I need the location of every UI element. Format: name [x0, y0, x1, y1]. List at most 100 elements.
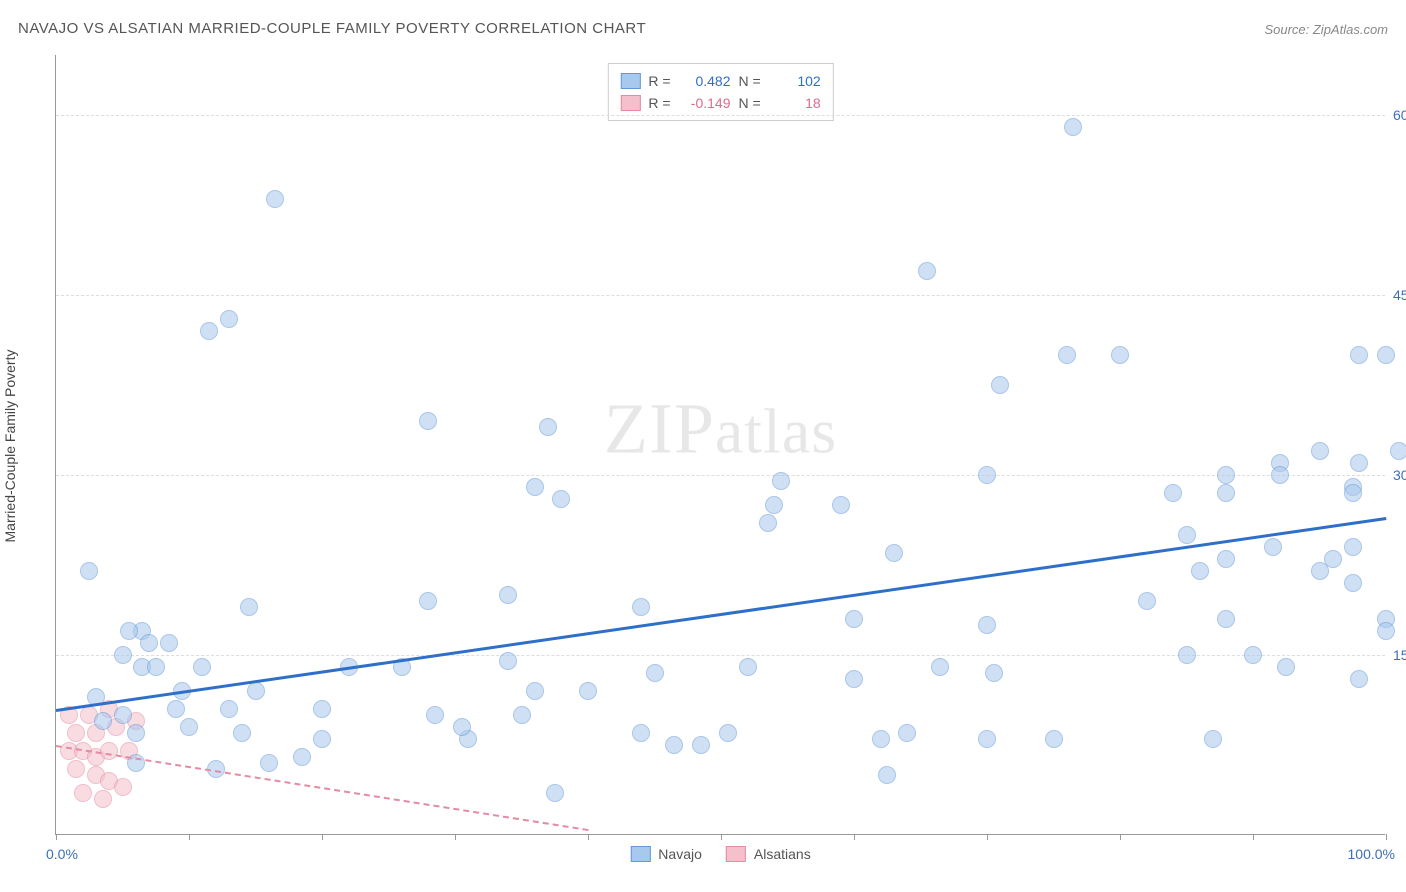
scatter-point — [526, 682, 544, 700]
legend-label-navajo: Navajo — [658, 846, 702, 862]
x-tick — [1120, 834, 1121, 840]
scatter-point — [67, 724, 85, 742]
scatter-point — [898, 724, 916, 742]
y-tick-label: 60.0% — [1393, 107, 1406, 123]
scatter-point — [74, 784, 92, 802]
r-label: R = — [648, 92, 670, 114]
n-value-alsatians: 18 — [769, 92, 821, 114]
scatter-point — [759, 514, 777, 532]
scatter-point — [1217, 610, 1235, 628]
scatter-point — [546, 784, 564, 802]
trend-line — [56, 745, 588, 831]
scatter-point — [1244, 646, 1262, 664]
scatter-point — [878, 766, 896, 784]
scatter-point — [1377, 622, 1395, 640]
x-tick — [322, 834, 323, 840]
scatter-point — [1178, 526, 1196, 544]
y-axis-label: Married-Couple Family Poverty — [2, 350, 18, 543]
scatter-point — [240, 598, 258, 616]
x-axis-max-label: 100.0% — [1348, 846, 1395, 862]
scatter-point — [1350, 454, 1368, 472]
legend-item-alsatians: Alsatians — [726, 846, 811, 862]
scatter-point — [991, 376, 1009, 394]
scatter-point — [94, 712, 112, 730]
x-tick — [987, 834, 988, 840]
scatter-point — [120, 622, 138, 640]
scatter-point — [94, 790, 112, 808]
scatter-point — [579, 682, 597, 700]
scatter-point — [1390, 442, 1406, 460]
scatter-point — [632, 724, 650, 742]
scatter-point — [885, 544, 903, 562]
scatter-point — [247, 682, 265, 700]
scatter-point — [1191, 562, 1209, 580]
scatter-point — [453, 718, 471, 736]
scatter-point — [526, 478, 544, 496]
x-tick — [1386, 834, 1387, 840]
scatter-point — [293, 748, 311, 766]
scatter-point — [233, 724, 251, 742]
scatter-point — [313, 730, 331, 748]
scatter-point — [719, 724, 737, 742]
x-tick — [1253, 834, 1254, 840]
r-value-alsatians: -0.149 — [679, 92, 731, 114]
scatter-point — [1058, 346, 1076, 364]
scatter-point — [1164, 484, 1182, 502]
y-tick-label: 30.0% — [1393, 467, 1406, 483]
scatter-point — [978, 466, 996, 484]
scatter-point — [220, 310, 238, 328]
scatter-point — [260, 754, 278, 772]
n-label: N = — [739, 92, 761, 114]
scatter-point — [114, 778, 132, 796]
scatter-point — [426, 706, 444, 724]
scatter-point — [499, 652, 517, 670]
r-value-navajo: 0.482 — [679, 70, 731, 92]
scatter-point — [147, 658, 165, 676]
scatter-point — [114, 706, 132, 724]
legend-swatch-alsatians — [726, 846, 746, 862]
n-value-navajo: 102 — [769, 70, 821, 92]
plot-area: ZIPatlas R = 0.482 N = 102 R = -0.149 N … — [55, 55, 1385, 835]
scatter-point — [692, 736, 710, 754]
watermark-atlas: atlas — [715, 395, 837, 466]
scatter-point — [739, 658, 757, 676]
scatter-point — [1344, 574, 1362, 592]
scatter-point — [100, 742, 118, 760]
x-tick — [854, 834, 855, 840]
source-attribution: Source: ZipAtlas.com — [1264, 22, 1388, 37]
scatter-point — [1350, 346, 1368, 364]
y-tick-label: 45.0% — [1393, 287, 1406, 303]
scatter-point — [1138, 592, 1156, 610]
x-tick — [189, 834, 190, 840]
scatter-point — [499, 586, 517, 604]
scatter-point — [167, 700, 185, 718]
scatter-point — [1311, 442, 1329, 460]
legend: Navajo Alsatians — [630, 846, 810, 862]
gridline — [56, 115, 1385, 116]
scatter-point — [200, 322, 218, 340]
scatter-point — [978, 730, 996, 748]
scatter-point — [646, 664, 664, 682]
r-label: R = — [648, 70, 670, 92]
scatter-point — [978, 616, 996, 634]
scatter-point — [845, 670, 863, 688]
swatch-alsatians — [620, 95, 640, 111]
gridline — [56, 475, 1385, 476]
scatter-point — [1064, 118, 1082, 136]
scatter-point — [80, 562, 98, 580]
scatter-point — [160, 634, 178, 652]
scatter-point — [632, 598, 650, 616]
chart-title: NAVAJO VS ALSATIAN MARRIED-COUPLE FAMILY… — [18, 20, 646, 37]
scatter-point — [419, 412, 437, 430]
scatter-point — [114, 646, 132, 664]
scatter-point — [552, 490, 570, 508]
scatter-point — [1344, 538, 1362, 556]
scatter-point — [1271, 466, 1289, 484]
scatter-point — [1350, 670, 1368, 688]
scatter-point — [127, 724, 145, 742]
scatter-point — [772, 472, 790, 490]
chart-container: NAVAJO VS ALSATIAN MARRIED-COUPLE FAMILY… — [0, 0, 1406, 892]
scatter-point — [1111, 346, 1129, 364]
scatter-point — [765, 496, 783, 514]
scatter-point — [985, 664, 1003, 682]
